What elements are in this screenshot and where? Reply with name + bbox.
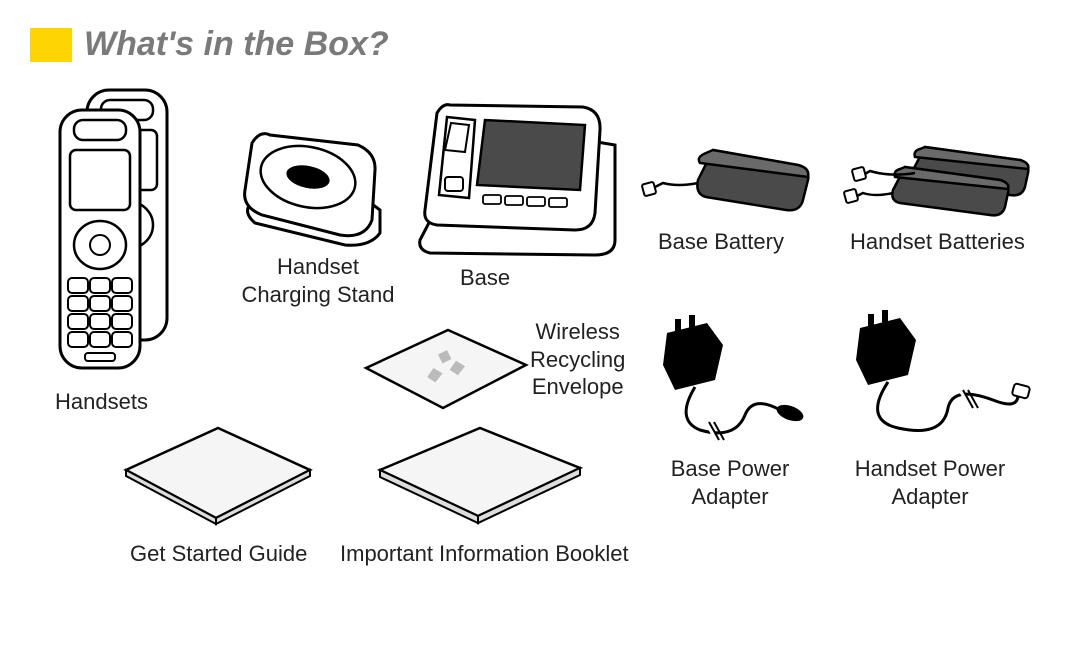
- recycling-label-2: Recycling: [530, 347, 625, 372]
- base-power-label: Base Power Adapter: [660, 455, 800, 510]
- handset-batteries-illustration: [835, 135, 1045, 225]
- accent-box: [30, 28, 72, 62]
- handset-batteries-label: Handset Batteries: [850, 228, 1025, 256]
- handset-power-illustration: [833, 300, 1043, 455]
- base-power-label-1: Base Power: [671, 456, 790, 481]
- get-started-illustration: [118, 420, 318, 530]
- base-label: Base: [460, 264, 510, 292]
- base-battery-label: Base Battery: [658, 228, 784, 256]
- handset-power-label-2: Adapter: [891, 484, 968, 509]
- page-title: What's in the Box?: [84, 25, 389, 64]
- recycling-label-1: Wireless: [536, 319, 620, 344]
- charging-stand-label: Handset Charging Stand: [238, 253, 398, 308]
- handsets-illustration: [45, 85, 195, 385]
- base-power-illustration: [645, 305, 815, 455]
- info-booklet-label: Important Information Booklet: [340, 540, 629, 568]
- handsets-label: Handsets: [55, 388, 148, 416]
- header: What's in the Box?: [0, 0, 1080, 64]
- base-power-label-2: Adapter: [691, 484, 768, 509]
- charging-stand-label-1: Handset: [277, 254, 359, 279]
- get-started-label: Get Started Guide: [130, 540, 307, 568]
- handset-power-label-1: Handset Power: [855, 456, 1005, 481]
- charging-stand-label-2: Charging Stand: [242, 282, 395, 307]
- info-booklet-illustration: [370, 420, 590, 530]
- recycling-label-3: Envelope: [532, 374, 624, 399]
- base-illustration: [415, 95, 625, 265]
- recycling-envelope-illustration: [358, 320, 533, 420]
- base-battery-illustration: [638, 135, 818, 225]
- recycling-envelope-label: Wireless Recycling Envelope: [530, 318, 625, 401]
- charging-stand-illustration: [230, 115, 390, 255]
- handset-power-label: Handset Power Adapter: [840, 455, 1020, 510]
